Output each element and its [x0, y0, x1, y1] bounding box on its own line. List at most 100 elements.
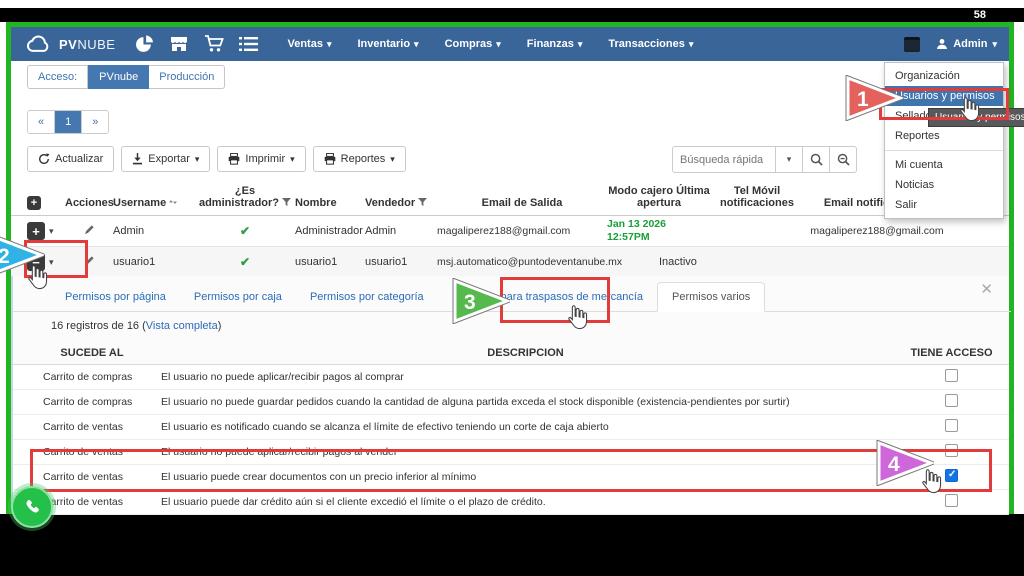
cell-email-notif: magaliperez188@gmail.com — [810, 225, 944, 237]
hand-cursor-icon — [960, 97, 980, 122]
access-checkbox[interactable] — [945, 494, 958, 507]
pagination: « 1 » — [27, 110, 110, 134]
col-es-administrador[interactable]: ¿Es administrador? — [195, 185, 295, 210]
pos-terminal-icon[interactable] — [904, 37, 921, 51]
cell-email-salida: msj.automatico@puntodeventanube.mx — [437, 256, 623, 268]
annotation-arrow-4: 4 — [876, 440, 934, 486]
navbar-right: Admin ▾ — [904, 37, 997, 51]
page-current-button[interactable]: 1 — [55, 111, 83, 133]
cart-icon[interactable] — [204, 35, 225, 53]
user-menu-button[interactable]: Admin ▾ — [936, 38, 997, 50]
cell-nombre: Administrador — [295, 225, 363, 237]
tab-permisos-categoria[interactable]: Permisos por categoría — [309, 291, 424, 303]
access-checkbox[interactable] — [945, 419, 958, 432]
vista-completa-link[interactable]: Vista completa — [145, 320, 218, 332]
print-button[interactable]: Imprimir ▾ — [217, 146, 306, 172]
pie-chart-icon[interactable] — [135, 35, 154, 54]
menu-item-usuarios-permisos[interactable]: Usuarios y permisos — [885, 86, 1003, 106]
table-row-admin: + ▾ Admin ✔ Administrador Admin magaliper… — [11, 216, 1009, 247]
tab-pvnube[interactable]: PVnube — [88, 65, 150, 89]
access-checkbox[interactable] — [945, 369, 958, 382]
tab-produccion[interactable]: Producción — [149, 65, 226, 89]
col-tiene-acceso: TIENE ACCESO — [910, 347, 993, 359]
search-input[interactable] — [672, 146, 776, 173]
permission-area: Carrito de ventas — [43, 471, 123, 483]
col-tel-movil: Tel Móvil notificaciones — [720, 184, 794, 210]
task-list-icon[interactable] — [239, 36, 259, 52]
permission-row: Carrito de ventas El usuario es notifica… — [13, 415, 1009, 440]
menu-item-salir[interactable]: Salir — [895, 199, 918, 211]
svg-text:3: 3 — [464, 291, 476, 314]
permissions-table-header: SUCEDE AL DESCRIPCION TIENE ACCESO — [13, 342, 1009, 365]
top-navbar: PVNUBE Ventas ▾ Inventario ▾ Compras ▾ Fina… — [11, 27, 1009, 61]
reports-button[interactable]: Reportes ▾ — [312, 146, 406, 172]
cell-modo-cajero: Inactivo — [659, 256, 697, 268]
access-checkbox[interactable] — [945, 394, 958, 407]
admin-check-icon: ✔ — [239, 224, 251, 238]
phone-chat-button[interactable] — [11, 486, 53, 528]
menu-item-mi-cuenta[interactable]: Mi cuenta — [895, 159, 943, 171]
annotation-arrow-2: 2 — [0, 236, 44, 274]
permission-desc: El usuario es notificado cuando se alcan… — [161, 421, 609, 433]
expand-row-button[interactable]: + ▾ — [27, 222, 65, 240]
annotation-arrow-1: 1 — [845, 75, 903, 121]
expand-all-header[interactable]: + — [27, 196, 65, 210]
export-button[interactable]: Exportar ▾ — [121, 146, 211, 172]
search-minus-icon — [837, 153, 850, 166]
menu-transacciones[interactable]: Transacciones ▾ — [595, 38, 706, 50]
brand[interactable]: PVNUBE — [23, 34, 115, 54]
annotation-arrow-3: 3 — [452, 278, 510, 324]
permission-desc: El usuario puede crear documentos con un… — [161, 471, 477, 483]
expand-icon[interactable]: + — [27, 222, 45, 240]
expand-all-icon[interactable]: + — [27, 196, 41, 210]
printer-icon — [229, 153, 240, 165]
menu-inventario[interactable]: Inventario ▾ — [344, 38, 431, 50]
col-acciones: Acciones — [65, 197, 114, 210]
svg-text:2: 2 — [0, 245, 10, 268]
permission-area: Carrito de compras — [43, 396, 133, 408]
cell-ultima-apertura: Jan 13 2026 12:57PM — [607, 217, 666, 243]
tab-permisos-pagina[interactable]: Permisos por página — [65, 291, 166, 303]
access-checkbox[interactable] — [945, 469, 958, 482]
filter-icon[interactable] — [418, 198, 428, 207]
close-icon[interactable]: ✕ — [980, 281, 993, 298]
menu-finanzas[interactable]: Finanzas ▾ — [514, 38, 596, 50]
access-switcher: Acceso: PVnube Producción — [27, 65, 226, 89]
tab-permisos-caja[interactable]: Permisos por caja — [193, 291, 282, 303]
tab-permisos-varios[interactable]: Permisos varios — [657, 282, 766, 312]
access-label-button: Acceso: — [27, 65, 89, 89]
page-prev-button[interactable]: « — [28, 111, 56, 133]
filter-icon[interactable] — [282, 198, 292, 207]
reports-label: Reportes — [340, 153, 386, 165]
menu-item-reportes[interactable]: Reportes — [895, 130, 940, 142]
table-row-usuario1: − ▾ usuario1 ✔ usuario1 usuario1 msj.auto… — [11, 247, 1009, 278]
permissions-panel: ✕ Permisos por página Permisos por caja … — [11, 276, 1011, 515]
refresh-button[interactable]: Actualizar — [27, 146, 115, 172]
permission-area: Carrito de ventas — [43, 496, 123, 508]
sort-icon[interactable] — [169, 197, 178, 207]
user-icon — [937, 39, 948, 49]
cell-nombre: usuario1 — [295, 256, 338, 268]
search-button[interactable] — [803, 146, 830, 173]
users-table: + Acciones Username ¿Es administrador? N… — [11, 180, 1009, 278]
col-descripcion: DESCRIPCION — [487, 347, 564, 359]
svg-text:1: 1 — [857, 88, 869, 111]
menu-item-organizacion[interactable]: Organización — [895, 70, 960, 82]
permission-row: Carrito de compras El usuario no puede a… — [13, 365, 1009, 390]
cell-username: Admin — [113, 225, 145, 237]
table-toolbar: Actualizar Exportar ▾ Imprimir ▾ Reporte… — [27, 146, 406, 172]
menu-ventas[interactable]: Ventas ▾ — [274, 38, 344, 50]
menu-compras[interactable]: Compras ▾ — [432, 38, 514, 50]
col-vendedor[interactable]: Vendedor — [365, 197, 437, 210]
page-next-button[interactable]: » — [82, 111, 109, 133]
chevron-down-icon: ▾ — [290, 153, 295, 164]
search-options-button[interactable]: ▾ — [776, 146, 803, 173]
search-icon — [810, 153, 823, 166]
search-clear-button[interactable] — [830, 146, 857, 173]
col-username[interactable]: Username — [113, 197, 195, 210]
edit-row-button[interactable] — [65, 224, 113, 238]
permission-area: Carrito de ventas — [43, 421, 123, 433]
menu-item-noticias[interactable]: Noticias — [895, 179, 935, 191]
store-icon[interactable] — [169, 35, 189, 53]
main-content: Acceso: PVnube Producción « 1 » Actualiz… — [11, 61, 1011, 515]
